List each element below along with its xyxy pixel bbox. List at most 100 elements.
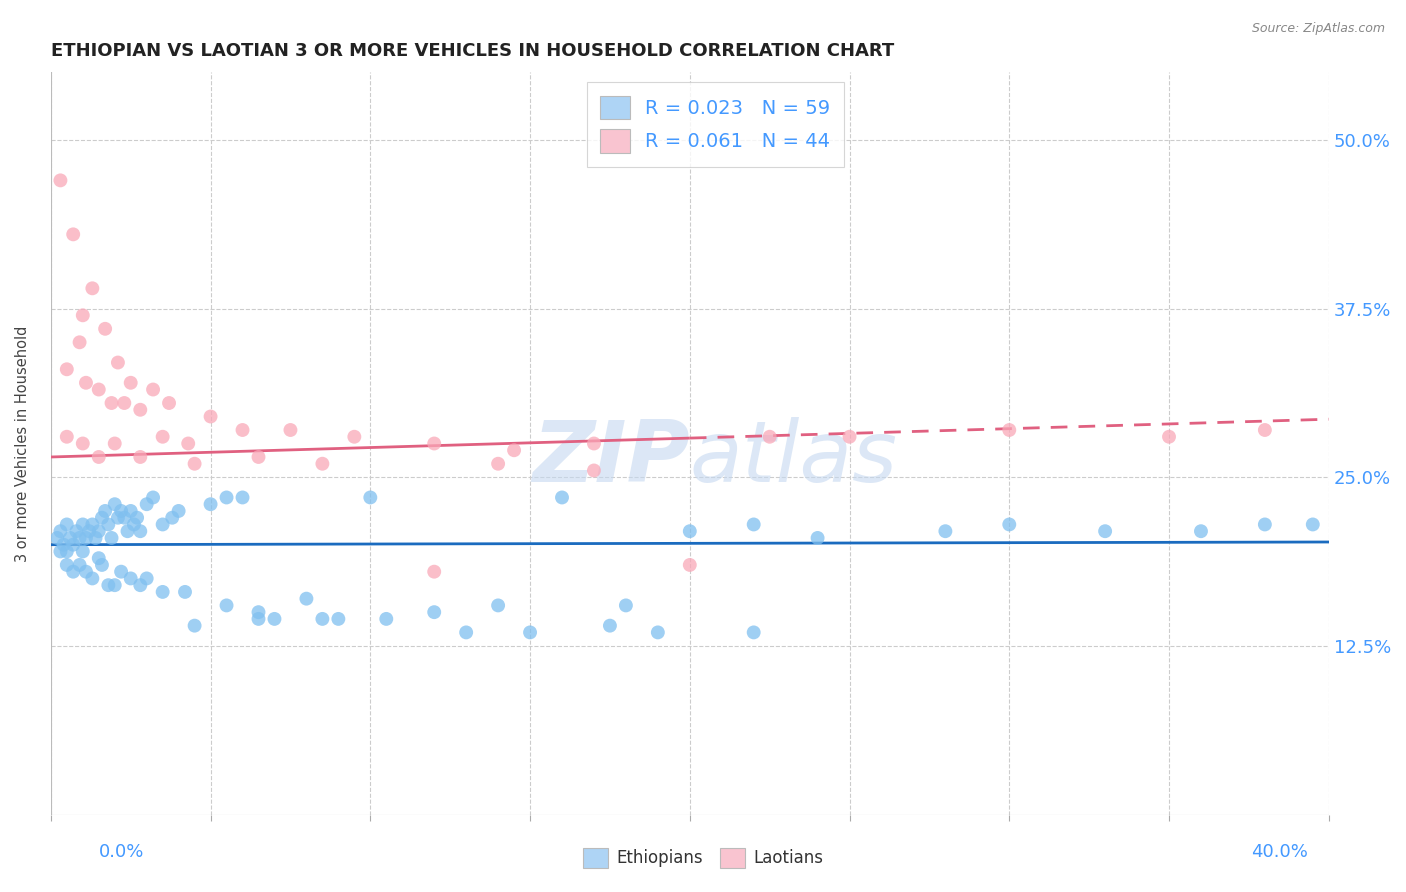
Legend: R = 0.023   N = 59, R = 0.061   N = 44: R = 0.023 N = 59, R = 0.061 N = 44 — [586, 82, 844, 167]
Point — [129, 578, 152, 592]
Point — [129, 402, 152, 417]
Point — [62, 538, 84, 552]
Point — [343, 430, 366, 444]
Point — [100, 531, 122, 545]
Point — [69, 558, 91, 572]
Point — [486, 599, 509, 613]
Point — [100, 396, 122, 410]
Point — [183, 618, 205, 632]
Point — [742, 625, 765, 640]
Point — [551, 491, 574, 505]
Point — [52, 538, 75, 552]
Point — [647, 625, 669, 640]
Point — [49, 524, 72, 539]
Point — [120, 571, 142, 585]
Point — [49, 173, 72, 187]
Text: 40.0%: 40.0% — [1251, 843, 1308, 861]
Point — [56, 362, 79, 376]
Point — [82, 281, 104, 295]
Point — [1302, 517, 1324, 532]
Point — [807, 531, 830, 545]
Point — [135, 571, 157, 585]
Point — [1157, 430, 1180, 444]
Point — [94, 504, 117, 518]
Point — [174, 585, 197, 599]
Point — [247, 450, 270, 464]
Point — [280, 423, 302, 437]
Point — [91, 510, 114, 524]
Point — [375, 612, 398, 626]
Point — [215, 599, 238, 613]
Point — [69, 335, 91, 350]
Text: ZIP: ZIP — [533, 417, 690, 500]
Point — [129, 524, 152, 539]
Point — [97, 578, 120, 592]
Point — [328, 612, 350, 626]
Point — [112, 396, 135, 410]
Point — [87, 383, 110, 397]
Point — [679, 524, 702, 539]
Point — [200, 497, 222, 511]
Point — [838, 430, 860, 444]
Point — [82, 571, 104, 585]
Point — [295, 591, 318, 606]
Point — [934, 524, 956, 539]
Point — [107, 355, 129, 369]
Point — [758, 430, 780, 444]
Point — [247, 605, 270, 619]
Point — [72, 308, 94, 322]
Point — [56, 517, 79, 532]
Point — [104, 497, 127, 511]
Point — [152, 585, 174, 599]
Point — [46, 531, 69, 545]
Point — [62, 565, 84, 579]
Point — [167, 504, 190, 518]
Point — [263, 612, 285, 626]
Y-axis label: 3 or more Vehicles in Household: 3 or more Vehicles in Household — [15, 326, 30, 562]
Point — [56, 558, 79, 572]
Point — [87, 551, 110, 566]
Point — [177, 436, 200, 450]
Point — [107, 510, 129, 524]
Point — [157, 396, 180, 410]
Point — [200, 409, 222, 424]
Point — [129, 450, 152, 464]
Point — [135, 497, 157, 511]
Point — [998, 517, 1021, 532]
Point — [1094, 524, 1116, 539]
Point — [117, 524, 139, 539]
Point — [162, 510, 184, 524]
Point — [75, 565, 97, 579]
Point — [112, 510, 135, 524]
Point — [215, 491, 238, 505]
Point — [75, 376, 97, 390]
Point — [72, 544, 94, 558]
Point — [62, 227, 84, 242]
Point — [247, 612, 270, 626]
Point — [84, 531, 107, 545]
Point — [423, 436, 446, 450]
Point — [679, 558, 702, 572]
Point — [110, 504, 132, 518]
Point — [582, 436, 605, 450]
Point — [183, 457, 205, 471]
Point — [72, 517, 94, 532]
Point — [503, 443, 526, 458]
Point — [97, 517, 120, 532]
Point — [423, 565, 446, 579]
Point — [311, 457, 333, 471]
Point — [49, 544, 72, 558]
Point — [120, 504, 142, 518]
Point — [742, 517, 765, 532]
Point — [1189, 524, 1212, 539]
Point — [127, 510, 149, 524]
Point — [87, 450, 110, 464]
Point — [56, 544, 79, 558]
Point — [110, 565, 132, 579]
Text: Source: ZipAtlas.com: Source: ZipAtlas.com — [1251, 22, 1385, 36]
Point — [599, 618, 621, 632]
Point — [152, 430, 174, 444]
Point — [456, 625, 478, 640]
Point — [231, 423, 253, 437]
Point — [359, 491, 381, 505]
